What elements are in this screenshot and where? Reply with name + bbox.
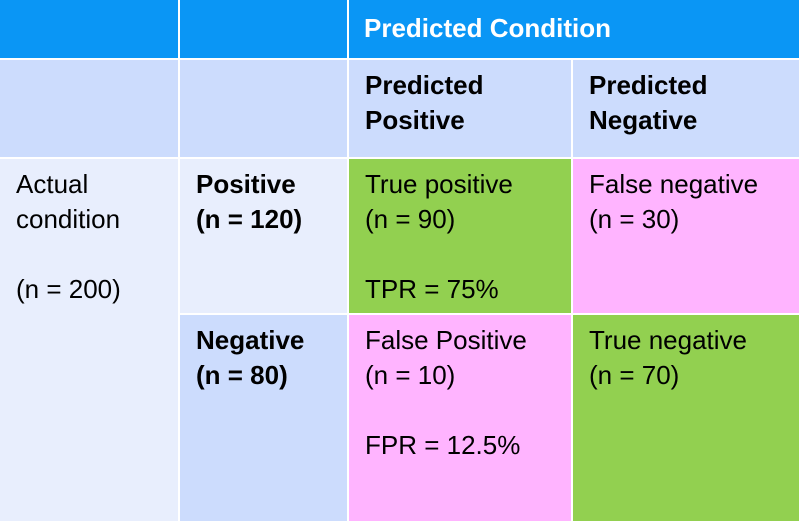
- actual-text: Actual: [16, 169, 89, 199]
- row-header-text: (n = 120): [196, 204, 303, 234]
- matrix-cell: False negative (n = 30): [573, 159, 799, 313]
- actual-text: condition: [16, 204, 121, 234]
- column-header: Predicted Negative: [573, 60, 799, 157]
- cell-text: (n = 30): [589, 204, 680, 234]
- cell-text: (n = 70): [589, 360, 680, 390]
- cell-text: True positive: [365, 169, 513, 199]
- header-cell: [0, 0, 178, 58]
- column-header-text: Predicted: [589, 70, 708, 100]
- cell-text: False Positive: [365, 325, 527, 355]
- matrix-cell: True negative (n = 70): [573, 315, 799, 521]
- subheader-cell: [0, 60, 178, 157]
- subheader-cell: [180, 60, 347, 157]
- column-header: Predicted Positive: [349, 60, 571, 157]
- column-header-text: Positive: [365, 105, 465, 135]
- row-header: Negative (n = 80): [180, 315, 347, 521]
- cell-metric: FPR = 12.5%: [365, 430, 521, 460]
- header-title: Predicted Condition: [349, 0, 799, 58]
- cell-text: True negative: [589, 325, 748, 355]
- row-header-text: Negative: [196, 325, 305, 355]
- row-header: Positive (n = 120): [180, 159, 347, 313]
- cell-text: False negative: [589, 169, 759, 199]
- actual-total: (n = 200): [16, 274, 121, 304]
- row-header-text: Positive: [196, 169, 296, 199]
- actual-condition: Actual condition (n = 200): [0, 159, 178, 521]
- title-text: Predicted Condition: [364, 13, 611, 43]
- cell-metric: TPR = 75%: [365, 274, 499, 304]
- cell-text: (n = 10): [365, 360, 456, 390]
- header-cell: [180, 0, 347, 58]
- column-header-text: Negative: [589, 105, 698, 135]
- row-header-text: (n = 80): [196, 360, 288, 390]
- matrix-cell: True positive (n = 90) TPR = 75%: [349, 159, 571, 313]
- column-header-text: Predicted: [365, 70, 484, 100]
- cell-text: (n = 90): [365, 204, 456, 234]
- matrix-cell: False Positive (n = 10) FPR = 12.5%: [349, 315, 571, 521]
